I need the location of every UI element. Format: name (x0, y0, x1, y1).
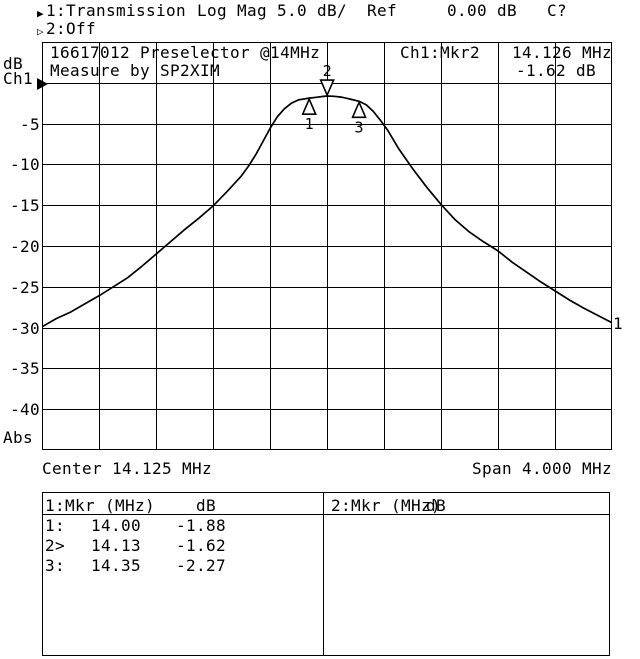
marker-readout-level: -1.62 dB (516, 61, 597, 80)
y-tick-label: -5 (19, 115, 40, 134)
marker-table-2-unit: dB (426, 496, 447, 515)
marker-row-db: -1.88 (175, 516, 226, 535)
marker-2-symbol: 2 (319, 62, 335, 98)
y-tick-label: -10 (9, 155, 40, 174)
y-tick-label: -20 (9, 237, 40, 256)
trace-curve (42, 95, 612, 328)
marker-row-label: 3: (45, 556, 66, 575)
marker-1-number: 1 (305, 115, 314, 133)
y-axis-unit: dB (3, 54, 24, 73)
graticule-area: 1 2 3 16617012 Preselector @14MHz Measure … (42, 42, 612, 450)
marker-table: 1:Mkr (MHz) dB 2:Mkr (MHz) dB 1: 14.00 -… (42, 492, 610, 656)
y-axis-bottom-label: Abs (3, 428, 34, 447)
grid-lines (42, 42, 612, 450)
ref-value: 0.00 dB (447, 1, 518, 20)
marker-row-db: -1.62 (175, 536, 226, 555)
graph-title-line2: Measure by SP2XIM (50, 61, 221, 80)
ref-label: Ref (367, 1, 398, 20)
y-tick-label: -35 (9, 359, 40, 378)
marker-2-number: 2 (323, 62, 332, 80)
marker-table-divider (323, 493, 324, 655)
plot-canvas: 1 2 3 (42, 42, 612, 450)
y-tick-label: -25 (9, 278, 40, 297)
marker-readout-freq: 14.126 MHz (511, 43, 612, 62)
marker-row-freq: 14.35 (90, 556, 141, 575)
cal-status: C? (547, 1, 568, 20)
marker-row-freq: 14.00 (90, 516, 141, 535)
marker-row-label: 2> (45, 536, 66, 555)
y-tick-label: -40 (9, 400, 40, 419)
center-frequency-label: Center 14.125 MHz (42, 459, 213, 478)
marker-row-freq: 14.13 (90, 536, 141, 555)
format-label: Log Mag (197, 1, 268, 20)
y-axis-channel: Ch1 (3, 69, 34, 88)
y-tick-label: -30 (9, 319, 40, 338)
channel-1-active-icon: ▶ (37, 7, 44, 20)
marker-row-db: -2.27 (175, 556, 226, 575)
marker-row-label: 1: (45, 516, 66, 535)
marker-table-header-separator (43, 514, 609, 515)
marker-row-2: 2> 14.13 -1.62 (43, 536, 323, 556)
marker-3-number: 3 (355, 118, 364, 136)
marker-row-1: 1: 14.00 -1.88 (43, 516, 323, 536)
marker-3-symbol: 3 (351, 100, 367, 136)
trace-2-definition: 2:Off (46, 19, 97, 38)
span-label: Span 4.000 MHz (471, 459, 612, 478)
marker-1-symbol: 1 (301, 97, 317, 133)
marker-readout-channel: Ch1:Mkr2 (400, 43, 481, 62)
marker-table-1-header: 1:Mkr (MHz) (45, 496, 156, 515)
trace-1-definition: 1:Transmission (46, 1, 187, 20)
y-tick-label: -15 (9, 196, 40, 215)
marker-table-2-header: 2:Mkr (MHz) (331, 496, 442, 515)
graph-title-line1: 16617012 Preselector @14MHz (50, 43, 321, 62)
marker-row-3: 3: 14.35 -2.27 (43, 556, 323, 576)
channel-2-inactive-icon: ▷ (37, 25, 44, 38)
trace-end-number: 1 (613, 314, 624, 333)
marker-table-1-unit: dB (196, 496, 217, 515)
scale-per-div: 5.0 dB/ (277, 1, 348, 20)
